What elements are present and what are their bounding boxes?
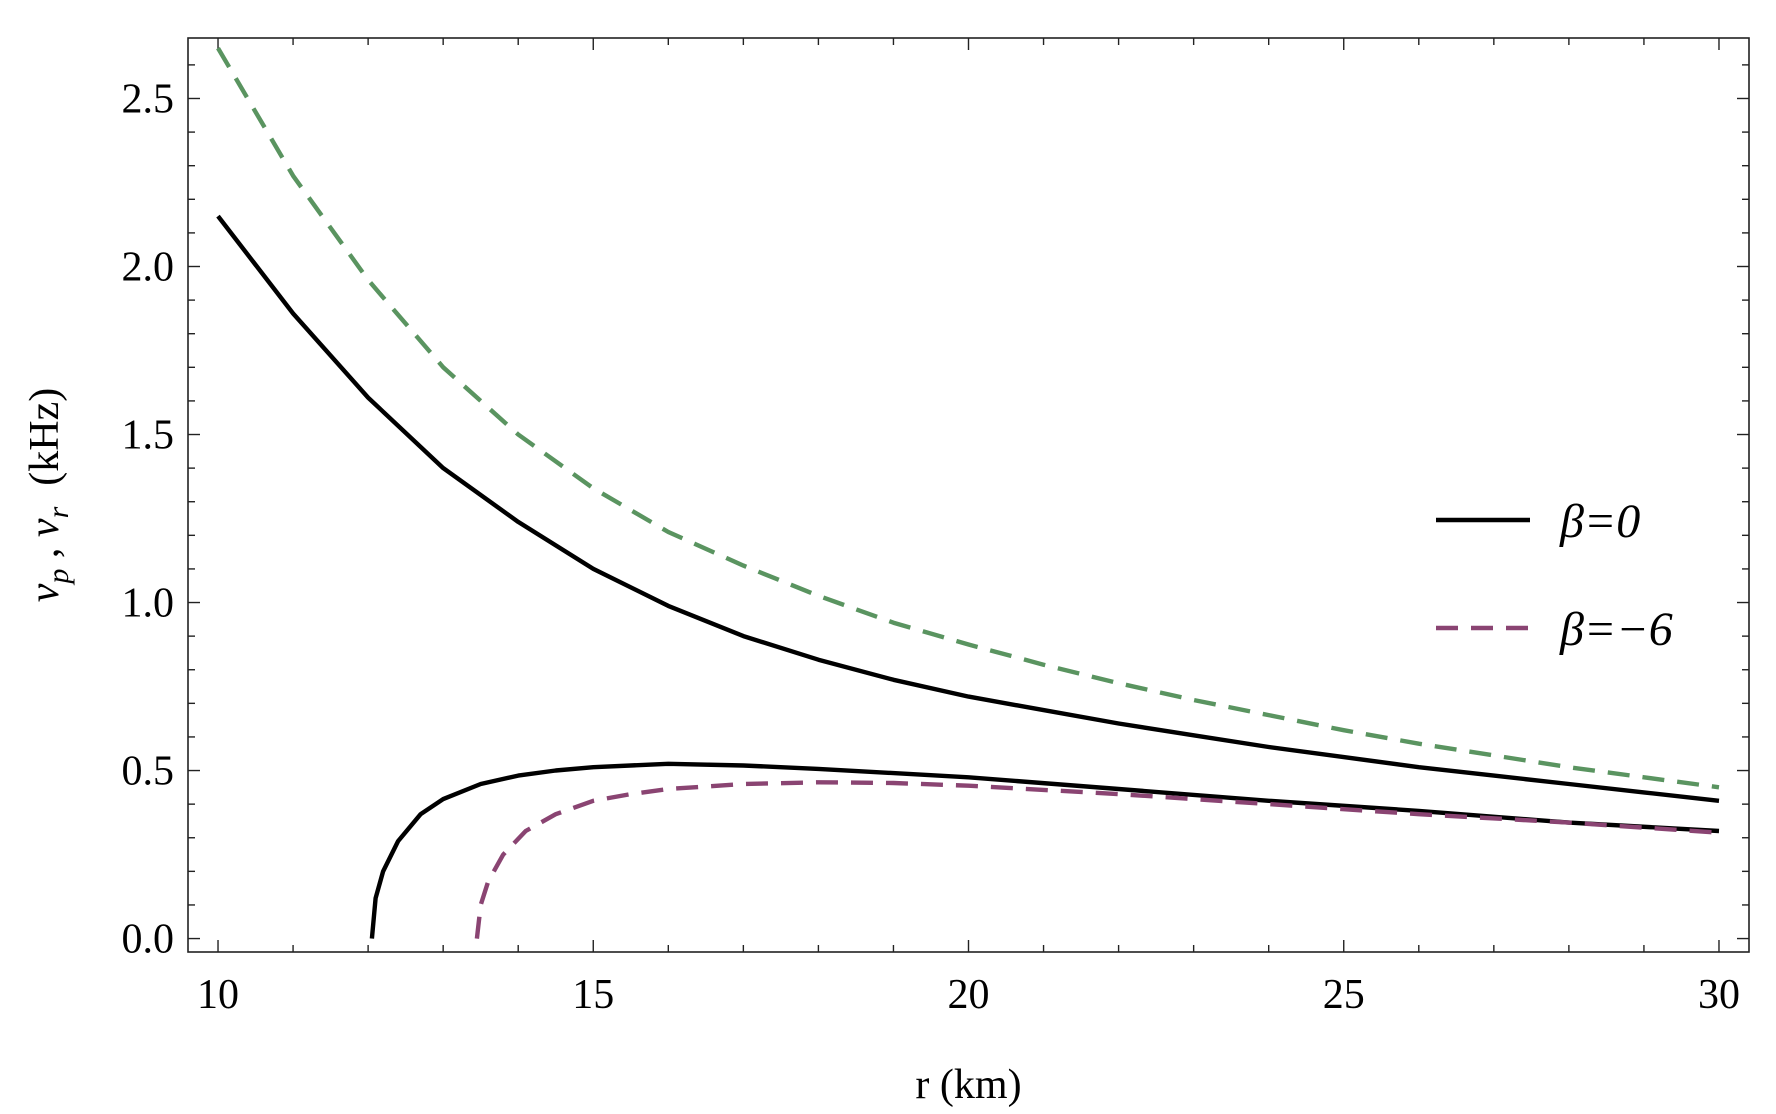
y-title-unit: (kHz)	[22, 388, 68, 507]
series-line-3	[369, 761, 1720, 939]
y-tick-label: 1.0	[122, 581, 175, 627]
x-tick-label: 30	[1698, 972, 1740, 1018]
legend: β=0 β=−6	[1436, 495, 1673, 656]
y-axis-title: vp , vr (kHz)	[22, 388, 75, 602]
y-title-subscript-2: r	[42, 506, 75, 518]
x-tick-label: 10	[197, 972, 239, 1018]
x-tick-label: 20	[948, 972, 990, 1018]
y-title-symbol-2: v	[22, 518, 68, 537]
x-tick-label: 15	[572, 972, 614, 1018]
tick-labels: 10 15 20 25 30 0.0 0.5 1.0 1.5 2.0 2.5	[122, 76, 1740, 1018]
legend-label-beta-0: β=0	[1559, 495, 1640, 548]
y-tick-label: 2.0	[122, 245, 175, 291]
y-tick-label: 0.5	[122, 749, 175, 795]
series-line-2	[216, 46, 1720, 790]
x-tick-label: 25	[1323, 972, 1365, 1018]
plot-series	[216, 46, 1720, 939]
series-line-4	[474, 780, 1720, 939]
plot-frame	[187, 37, 1750, 953]
y-title-separator: ,	[22, 537, 68, 569]
y-tick-label: 2.5	[122, 76, 175, 122]
y-title-symbol-1: v	[22, 583, 68, 602]
legend-label-beta-minus-6: β=−6	[1559, 603, 1673, 656]
y-tick-label: 1.5	[122, 413, 175, 459]
x-axis-title: r (km)	[915, 1062, 1021, 1108]
y-tick-label: 0.0	[122, 917, 175, 963]
y-title-subscript-1: p	[42, 569, 75, 586]
axis-ticks	[188, 38, 1749, 952]
series-line-1	[216, 214, 1720, 803]
